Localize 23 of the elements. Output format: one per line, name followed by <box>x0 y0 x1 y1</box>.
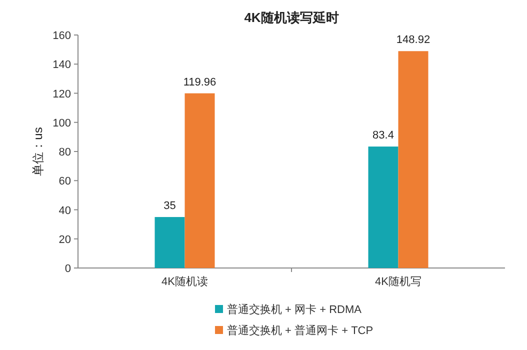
y-tick-label: 80 <box>58 146 71 158</box>
y-axis-title: 单位：us <box>31 127 45 176</box>
bar <box>184 93 215 268</box>
bar <box>368 146 398 268</box>
y-tick-label: 0 <box>64 263 71 275</box>
y-tick-label: 100 <box>52 117 71 130</box>
y-tick-label: 120 <box>52 88 71 100</box>
legend-label: 普通交换机 + 普通网卡 + TCP <box>227 324 374 337</box>
data-label: 83.4 <box>372 130 394 142</box>
x-tick-label: 4K随机读 <box>162 275 208 288</box>
x-tick-label: 4K随机写 <box>375 276 422 288</box>
y-tick-label: 20 <box>58 234 71 246</box>
y-tick-label: 160 <box>52 30 71 42</box>
bar <box>154 217 185 268</box>
legend-label: 普通交换机 + 网卡 + RDMA <box>227 303 362 316</box>
y-tick-label: 140 <box>52 59 71 72</box>
chart-title: 4K随机读写延时 <box>244 10 339 25</box>
data-label: 148.92 <box>396 34 430 46</box>
data-label: 35 <box>164 200 176 212</box>
data-label: 119.96 <box>183 76 216 88</box>
y-tick-label: 40 <box>58 204 71 217</box>
y-tick-label: 60 <box>58 176 71 188</box>
bar <box>398 51 428 268</box>
